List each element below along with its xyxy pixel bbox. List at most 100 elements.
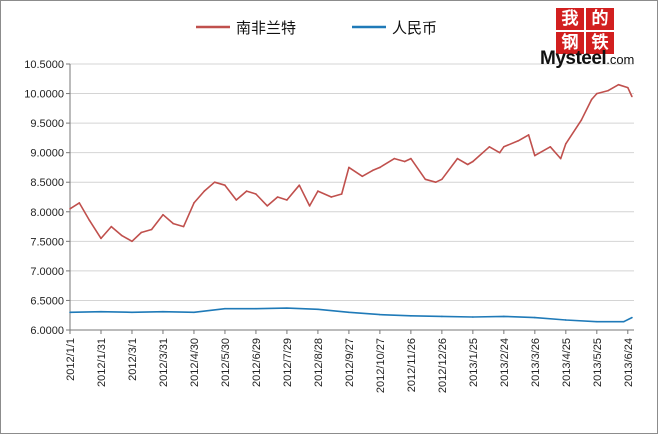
data-point — [235, 199, 238, 201]
x-tick-label: 2012/8/28 — [313, 338, 325, 387]
series-layer — [69, 83, 633, 323]
logo-char: 铁 — [586, 32, 614, 54]
data-point — [596, 92, 598, 95]
x-tick-label: 2013/5/25 — [592, 338, 604, 387]
data-point — [308, 205, 311, 207]
data-point — [498, 151, 501, 154]
logo-char: 我 — [556, 8, 584, 30]
data-point — [245, 190, 248, 192]
data-point — [340, 193, 343, 195]
data-point — [162, 213, 164, 216]
data-point — [403, 160, 406, 163]
logo-wordmark: Mysteel.com — [540, 48, 634, 70]
data-point — [534, 154, 536, 157]
data-point — [503, 145, 505, 148]
x-tick-label: 2013/4/25 — [561, 338, 573, 387]
data-point — [472, 160, 474, 163]
data-point — [224, 184, 226, 186]
data-point — [213, 181, 216, 184]
data-point — [361, 175, 364, 178]
data-point — [607, 89, 609, 92]
data-point — [590, 98, 593, 101]
data-point — [631, 316, 633, 319]
data-point — [617, 83, 620, 86]
data-point — [162, 310, 164, 313]
data-point — [441, 315, 443, 318]
data-point — [631, 95, 633, 98]
data-point — [131, 240, 133, 243]
y-tick-label: 8.5000 — [30, 177, 64, 189]
y-tick-label: 10.0000 — [24, 89, 64, 101]
series-line — [69, 307, 633, 323]
legend: 南非兰特 人民币 — [196, 19, 437, 37]
x-tick-label: 2012/5/30 — [220, 338, 232, 387]
y-axis: 10.5000 10.0000 9.5000 9.0000 8.5000 8.0000 7.… — [24, 59, 71, 337]
data-point — [393, 157, 396, 160]
y-tick-label: 8.0000 — [30, 207, 64, 219]
data-point — [527, 134, 530, 136]
data-point — [559, 157, 562, 160]
data-point — [255, 307, 257, 310]
y-tick-label: 7.0000 — [30, 266, 64, 278]
data-point — [182, 225, 185, 228]
legend-label: 南非兰特 — [236, 19, 296, 37]
x-tick-label: 2012/3/1 — [127, 338, 139, 381]
series-1 — [69, 307, 633, 323]
data-point — [627, 86, 629, 89]
data-point — [317, 190, 319, 192]
data-point — [434, 181, 437, 184]
data-point — [466, 163, 469, 166]
data-point — [78, 202, 81, 204]
series-0 — [69, 83, 633, 243]
data-point — [534, 316, 536, 319]
data-point — [131, 311, 133, 314]
x-tick-label: 2012/1/31 — [96, 338, 108, 387]
x-tick-label: 2013/3/26 — [530, 338, 542, 387]
x-tick-label: 2013/2/24 — [499, 338, 511, 387]
logo-suffix: .com — [606, 52, 635, 67]
x-tick-label: 2012/3/31 — [158, 338, 170, 387]
data-point — [276, 196, 279, 198]
data-point — [441, 178, 443, 181]
data-point — [286, 199, 288, 201]
data-point — [69, 208, 71, 210]
data-point — [266, 205, 269, 207]
data-point — [255, 193, 257, 195]
data-point — [172, 222, 175, 225]
x-tick-label: 2013/1/25 — [468, 338, 480, 387]
data-point — [203, 190, 206, 192]
data-point — [379, 313, 381, 316]
data-point — [69, 311, 71, 314]
data-point — [193, 202, 195, 204]
data-point — [488, 145, 491, 148]
data-point — [110, 225, 113, 228]
data-point — [565, 143, 567, 145]
logo-char: 钢 — [556, 32, 584, 54]
x-axis: 2012/1/1 2012/1/31 2012/3/1 2012/3/31 2012/4… — [65, 329, 635, 393]
data-point — [596, 320, 598, 323]
mysteel-logo: 我 的 钢 铁 Mysteel.com — [536, 8, 648, 72]
x-tick-label: 2013/6/24 — [623, 338, 635, 387]
series-line — [69, 83, 633, 243]
y-tick-label: 10.5000 — [24, 59, 64, 71]
data-point — [298, 184, 301, 186]
x-tick-label: 2012/9/27 — [344, 338, 356, 387]
data-point — [410, 315, 412, 317]
x-tick-label: 2012/12/26 — [437, 338, 449, 393]
data-point — [517, 140, 520, 142]
data-point — [456, 157, 459, 160]
data-point — [424, 178, 427, 181]
data-point — [622, 320, 625, 323]
data-point — [100, 310, 102, 313]
x-tick-label: 2012/1/1 — [65, 338, 77, 381]
data-point — [88, 219, 91, 222]
data-point — [224, 307, 226, 310]
data-point — [120, 234, 123, 237]
data-point — [286, 307, 288, 309]
x-tick-label: 2012/6/29 — [251, 338, 263, 387]
data-point — [330, 196, 333, 198]
logo-word: Mysteel — [540, 48, 607, 69]
data-point — [193, 311, 195, 314]
